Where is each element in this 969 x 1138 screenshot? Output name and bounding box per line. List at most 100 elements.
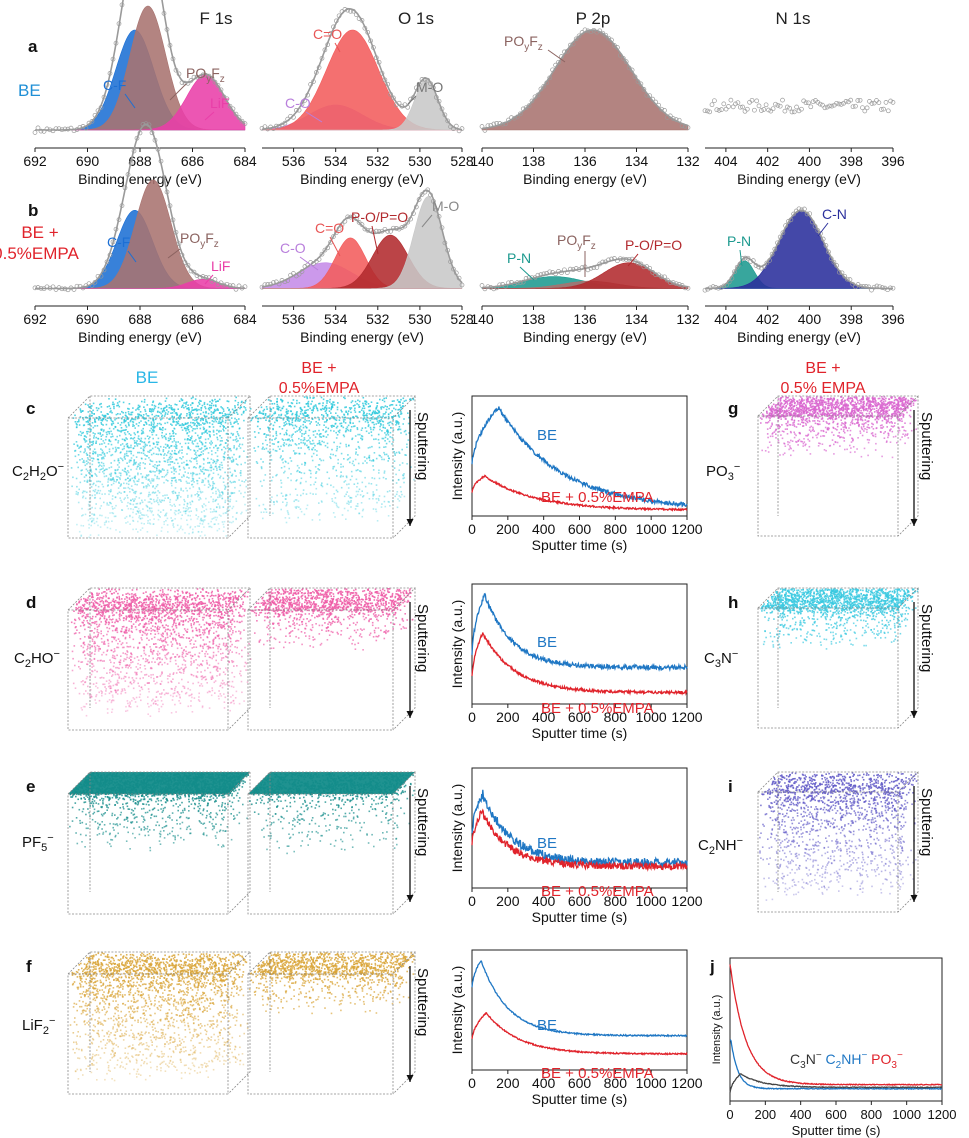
tof-sims-cubes: Sputtering Sputtering Sputtering Sputtering… xyxy=(67,395,935,1095)
data-point xyxy=(299,101,305,107)
data-point xyxy=(520,106,526,112)
x-tick-label: 402 xyxy=(756,311,780,327)
data-point xyxy=(56,285,62,290)
x-axis-label: Binding energy (eV) xyxy=(300,171,424,187)
data-point xyxy=(876,100,882,105)
data-point xyxy=(362,25,368,31)
particle-cloud xyxy=(250,396,415,524)
data-point xyxy=(233,111,239,117)
data-point xyxy=(817,101,823,107)
surface-layer xyxy=(68,772,250,794)
data-point xyxy=(74,283,80,289)
data-point xyxy=(436,98,442,104)
xps-panel-xps-F1s-EMPA: 692 690 688 686 684 Binding energy (eV) xyxy=(23,121,257,345)
peak-label: M-O xyxy=(432,198,459,214)
sputtering-arrow: Sputtering xyxy=(406,966,431,1082)
data-point xyxy=(47,127,53,133)
data-point xyxy=(411,95,416,100)
data-point xyxy=(685,125,691,130)
data-point xyxy=(302,98,308,103)
x-tick-label: 1200 xyxy=(671,521,702,537)
data-point xyxy=(53,126,59,132)
data-point xyxy=(789,109,795,115)
sputtering-label: Sputtering xyxy=(918,788,935,856)
data-point xyxy=(820,102,825,108)
data-point xyxy=(282,120,288,126)
particle-cloud xyxy=(250,588,414,651)
data-point xyxy=(667,113,673,119)
ion-labels: C2H2O− C2HO− PF5− LiF2− PO3− C3N− C2NH− xyxy=(12,461,743,1037)
data-point xyxy=(538,86,544,92)
data-point xyxy=(749,97,755,103)
data-point xyxy=(791,109,797,115)
series-label-0: BE xyxy=(537,835,557,852)
peak-label-poyfz: POyFz xyxy=(504,33,543,53)
data-point xyxy=(328,31,333,36)
x-axis-label: Binding energy (eV) xyxy=(78,329,202,345)
data-point xyxy=(89,119,95,124)
x-axis-label: Binding energy (eV) xyxy=(78,171,202,187)
x-tick-label: 402 xyxy=(756,153,780,169)
data-point xyxy=(491,121,497,127)
row-b-label-line2: 0.5%EMPA xyxy=(0,244,79,263)
data-point xyxy=(110,56,116,62)
data-point xyxy=(396,100,402,106)
peak-label: P-O/P=O xyxy=(351,209,408,225)
x-tick-label: 396 xyxy=(881,311,905,327)
cube-header-right: BE + 0.5% EMPA xyxy=(780,360,865,397)
peak-label-poyfz: POyFz xyxy=(557,232,596,252)
peak-label: C-O xyxy=(280,240,306,256)
peak-label: C-O xyxy=(285,95,311,111)
data-point xyxy=(662,108,667,113)
cube-side-edges xyxy=(392,588,416,731)
data-point xyxy=(843,99,849,104)
data-point xyxy=(721,101,727,107)
sputtering-label: Sputtering xyxy=(414,968,431,1036)
data-point xyxy=(451,126,456,132)
x-tick-label: 536 xyxy=(282,153,306,169)
peak-label: P-N xyxy=(507,250,531,266)
data-point xyxy=(107,71,113,76)
xps-panel-xps-N1s-EMPA: 404 402 400 398 396 Binding energy (eV) xyxy=(702,206,905,345)
data-point xyxy=(794,104,799,110)
data-point xyxy=(733,101,738,107)
data-point xyxy=(368,38,373,44)
data-point xyxy=(763,102,769,108)
data-point xyxy=(726,104,731,109)
raw-data-points xyxy=(259,7,465,134)
x-tick-label: 200 xyxy=(496,1075,520,1091)
data-point xyxy=(881,106,886,112)
data-point xyxy=(567,42,573,48)
data-point xyxy=(864,105,870,111)
x-axis-label: Sputter time (s) xyxy=(532,537,628,553)
panel-letters: a b c d e f g h i j xyxy=(26,37,738,976)
data-point xyxy=(526,103,532,109)
data-point xyxy=(808,104,814,110)
peak-label: P-O/P=O xyxy=(625,237,682,253)
data-point xyxy=(512,115,517,121)
x-tick-label: 0 xyxy=(468,1075,476,1091)
data-point xyxy=(215,82,221,88)
cube-empa-c2ho xyxy=(247,587,416,731)
data-point xyxy=(276,123,282,129)
cube-side-edges xyxy=(897,588,919,729)
data-point xyxy=(782,108,788,114)
x-tick-label: 684 xyxy=(233,311,257,327)
data-point xyxy=(803,100,809,106)
x-axis-label: Sputter time (s) xyxy=(532,909,628,925)
data-point xyxy=(702,108,708,114)
y-axis-label: Intensity (a.u.) xyxy=(449,600,465,689)
data-point xyxy=(227,103,233,109)
data-point xyxy=(623,59,629,64)
panel-label-a: a xyxy=(28,37,38,56)
x-tick-label: 800 xyxy=(860,1107,882,1122)
data-point xyxy=(353,12,359,17)
data-point xyxy=(218,87,224,93)
data-point xyxy=(47,285,53,291)
x-tick-label: 1200 xyxy=(928,1107,957,1122)
data-point xyxy=(179,80,185,85)
data-point xyxy=(705,108,710,114)
data-point xyxy=(488,122,494,128)
data-point xyxy=(32,285,38,291)
cube-be-lif2 xyxy=(67,951,251,1095)
